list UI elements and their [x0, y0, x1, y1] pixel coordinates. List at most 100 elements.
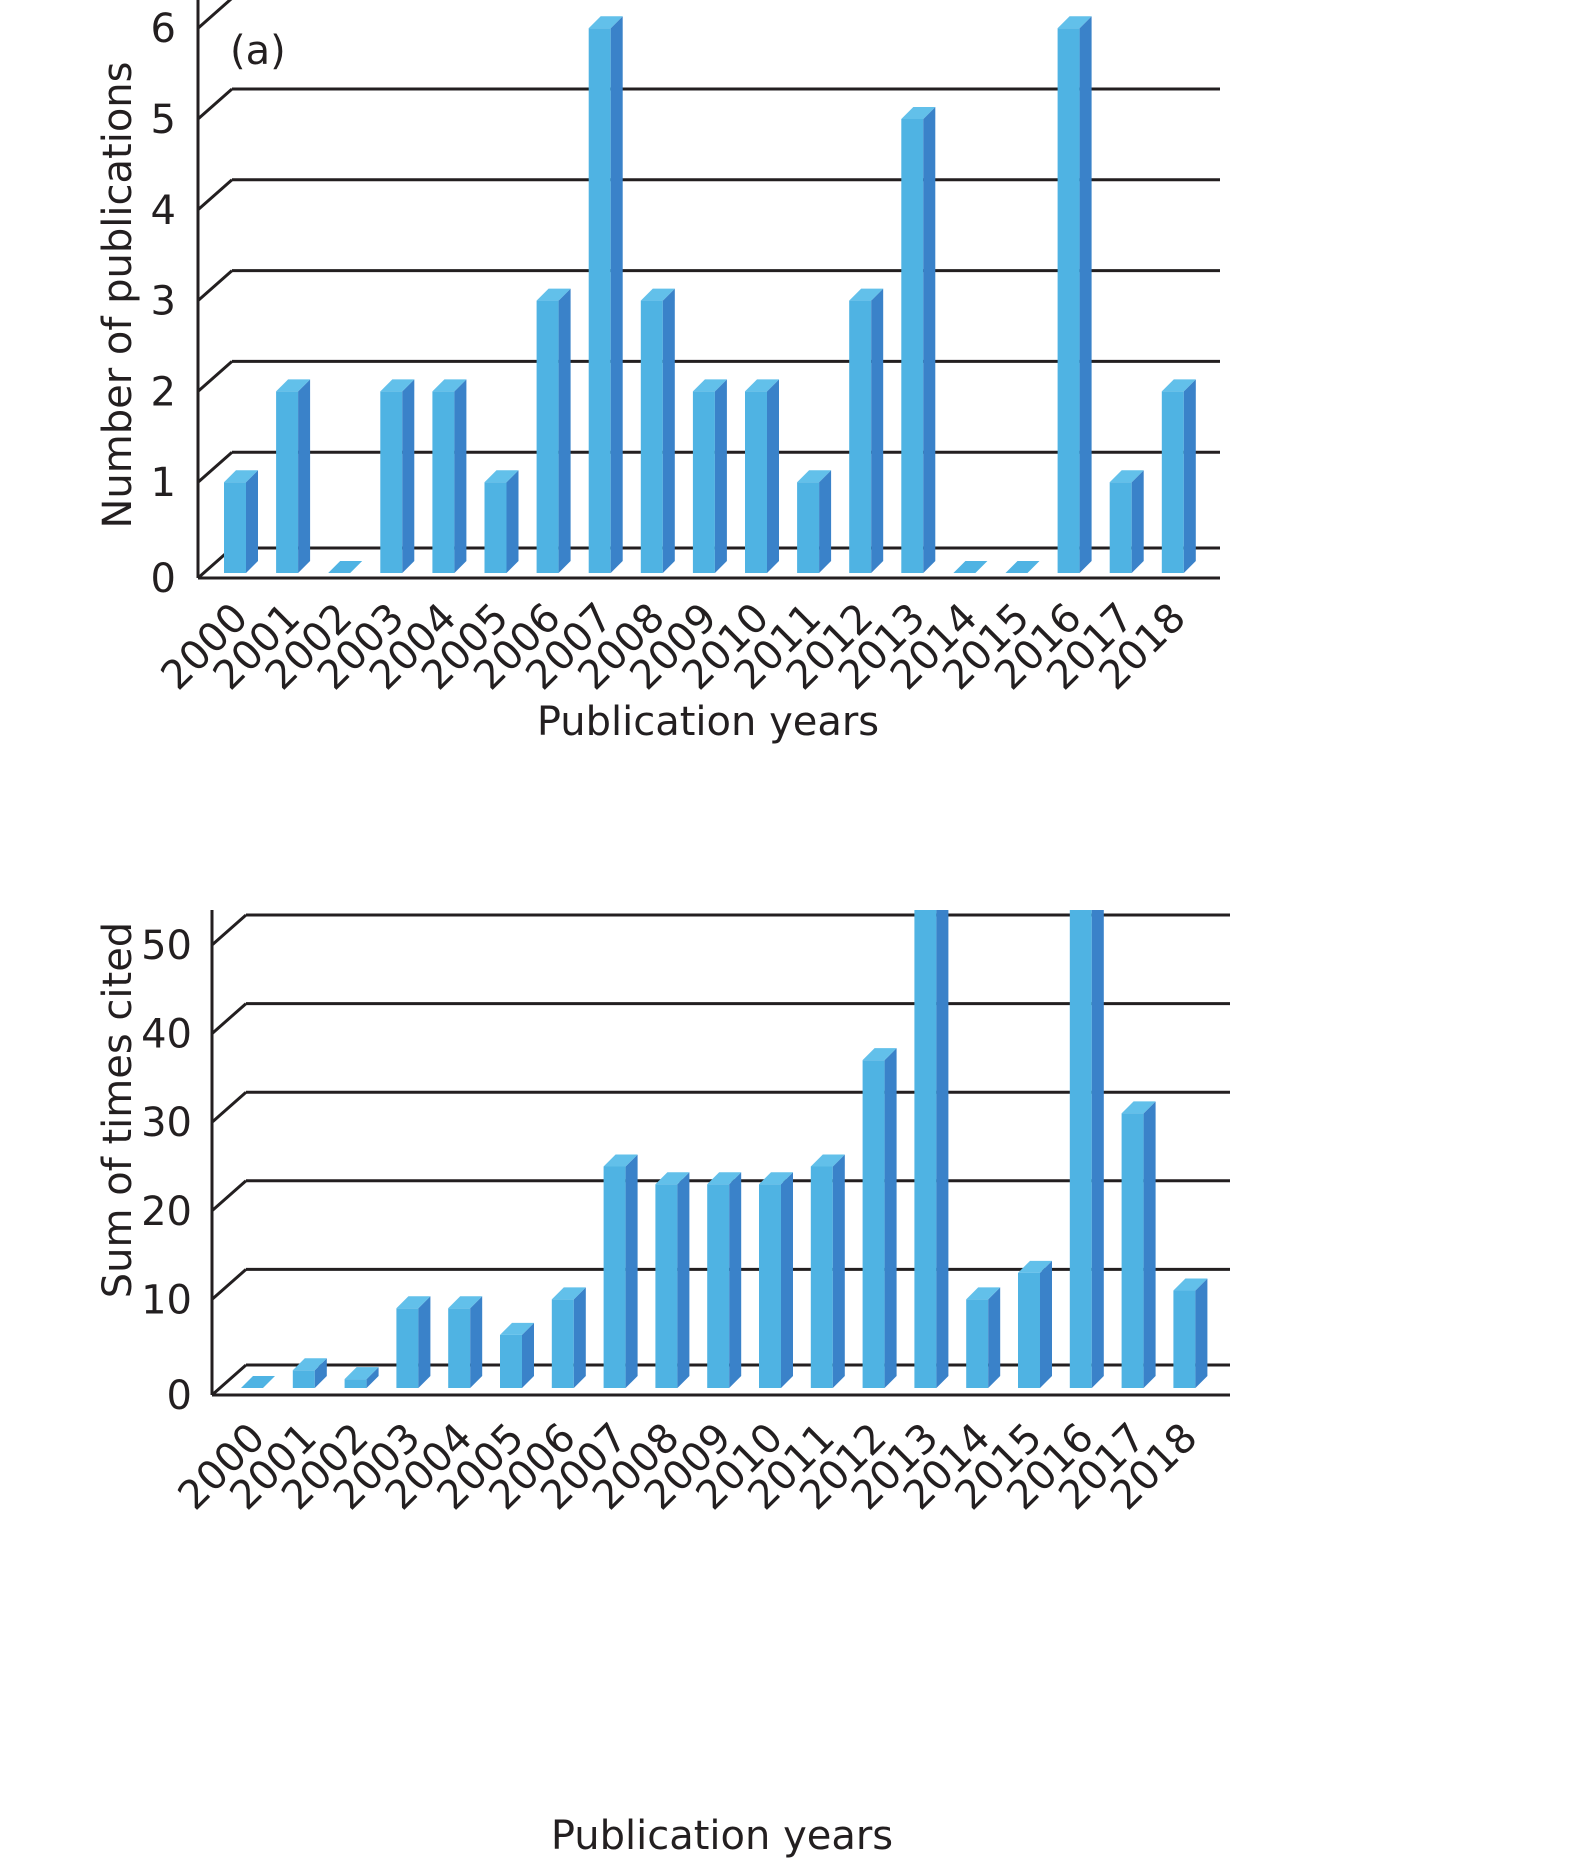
bar-side	[573, 1287, 586, 1388]
bar-side	[246, 470, 258, 573]
bar-top	[707, 1172, 742, 1185]
bar-side	[314, 1358, 327, 1388]
bar-top	[953, 561, 988, 573]
bar-front	[797, 482, 820, 573]
grid-connector	[197, 0, 233, 30]
y-axis-label: Sum of times cited	[95, 922, 141, 1298]
bar-top	[396, 1296, 431, 1309]
bar-2014	[953, 561, 988, 573]
bar-front	[966, 1299, 989, 1388]
bar-front	[380, 391, 403, 573]
bar-top	[292, 1358, 327, 1371]
bar-2001	[276, 379, 311, 573]
bar-top	[797, 470, 832, 483]
bar-top	[224, 470, 258, 483]
bar-top	[344, 1367, 379, 1380]
bar-front	[224, 482, 246, 573]
bar-top	[966, 1287, 1001, 1300]
bar-side	[988, 1287, 1001, 1388]
bar-side	[923, 107, 936, 573]
y-tick-labels: 0 1 2 3 4 5 6	[151, 6, 176, 602]
grid-connector	[197, 451, 233, 484]
bar-side	[298, 379, 311, 573]
bars	[224, 16, 1196, 573]
bar-front	[344, 1379, 367, 1388]
y-tick-label: 1	[151, 460, 176, 506]
bar-front	[588, 28, 611, 573]
grid-connector	[211, 1002, 247, 1035]
bar-2016	[1057, 16, 1092, 573]
bar-2000	[224, 470, 258, 573]
bar-top	[1018, 1260, 1052, 1273]
bar-2018	[1161, 379, 1196, 573]
bar-top	[1109, 470, 1144, 483]
bar-2007	[603, 1154, 638, 1388]
y-tick-labels: 0102030405060	[141, 923, 192, 1419]
bar-side	[729, 1172, 742, 1388]
bar-front	[1069, 910, 1092, 1388]
bar-top	[1161, 379, 1196, 392]
bar-side	[1195, 1278, 1208, 1388]
bar-front	[448, 1308, 471, 1388]
bars	[241, 910, 1208, 1388]
bar-top	[536, 288, 571, 301]
bar-front	[640, 300, 663, 573]
x-tick-labels: 2000200120022003200420052006200720082009…	[153, 595, 1195, 700]
bar-2015	[1018, 1260, 1052, 1388]
bar-side	[871, 288, 884, 573]
bar-side	[1131, 470, 1144, 573]
bar-top	[588, 16, 623, 29]
bar-side	[1040, 1260, 1052, 1388]
bar-side	[610, 16, 623, 573]
bar-front	[1057, 28, 1080, 573]
y-tick-label: 20	[141, 1189, 192, 1235]
bar-2017	[1109, 470, 1144, 573]
bar-2015	[1005, 561, 1040, 573]
y-tick-label: 5	[151, 97, 176, 143]
bar-2003	[396, 1296, 431, 1388]
bar-side	[832, 1154, 845, 1388]
bar-top	[849, 288, 884, 301]
bar-2004	[448, 1296, 483, 1388]
bar-front	[1173, 1290, 1196, 1388]
bar-front	[484, 482, 507, 573]
y-tick-label: 2	[151, 369, 176, 415]
bar-front	[432, 391, 455, 573]
bar-top	[759, 1172, 793, 1185]
bar-side	[470, 1296, 483, 1388]
bar-side	[506, 470, 519, 573]
bar-2006	[536, 288, 571, 573]
bar-front	[914, 910, 937, 1388]
bar-2013	[914, 910, 949, 1388]
bar-2000	[241, 1376, 275, 1388]
bar-2008	[655, 1172, 690, 1388]
bar-side	[714, 379, 727, 573]
bar-top	[432, 379, 467, 392]
bar-2009	[707, 1172, 742, 1388]
bar-top	[1057, 16, 1092, 29]
bar-front	[276, 391, 299, 573]
bar-front	[603, 1166, 626, 1388]
bar-top	[745, 379, 779, 392]
bar-top	[640, 288, 675, 301]
bar-front	[536, 300, 559, 573]
bar-front	[1121, 1113, 1144, 1388]
bar-top	[901, 107, 936, 119]
y-tick-label: 30	[141, 1100, 192, 1146]
bar-2017	[1121, 1101, 1156, 1388]
bar-top	[655, 1172, 690, 1185]
chart-a: 0 1 2 3 4 5 6 200020012002200320042005200620072…	[95, 0, 1220, 745]
bar-2007	[588, 16, 623, 573]
bar-side	[522, 1322, 534, 1388]
bar-side	[625, 1154, 638, 1388]
bar-front	[707, 1184, 730, 1388]
bar-2004	[432, 379, 467, 573]
bar-2011	[810, 1154, 845, 1388]
bar-front	[500, 1334, 522, 1388]
bar-side	[884, 1048, 897, 1388]
grid-connector	[211, 1091, 247, 1124]
bar-side	[1183, 379, 1196, 573]
bar-top	[1121, 1101, 1156, 1114]
bar-top	[603, 1154, 638, 1167]
y-tick-label: 3	[151, 279, 176, 325]
